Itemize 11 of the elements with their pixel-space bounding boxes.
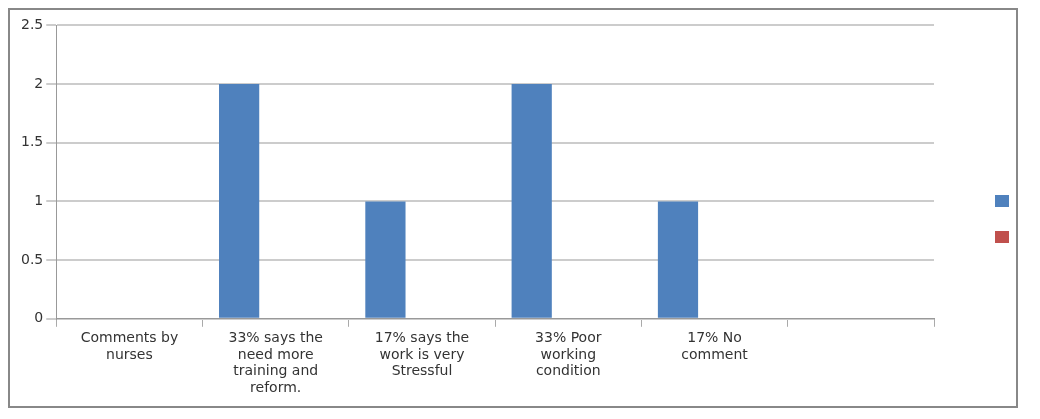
x-tick-label: 33% says the need more training and reform. — [228, 328, 323, 396]
y-tick-label: 2.5 — [21, 16, 44, 33]
y-tick-label: 0.5 — [21, 250, 44, 267]
y-tick-label: 0 — [34, 309, 44, 326]
x-tick-label: 33% Poor working condition — [535, 328, 602, 379]
x-tick-label: 17% No comment — [681, 328, 749, 362]
x-tick-label: 17% says the work is very Stressful — [374, 328, 470, 379]
x-tick-label: Comments by nurses — [80, 328, 179, 362]
y-tick-label: 1.5 — [21, 133, 44, 150]
y-tick-label: 2 — [34, 74, 44, 91]
y-tick-label: 1 — [34, 192, 44, 209]
